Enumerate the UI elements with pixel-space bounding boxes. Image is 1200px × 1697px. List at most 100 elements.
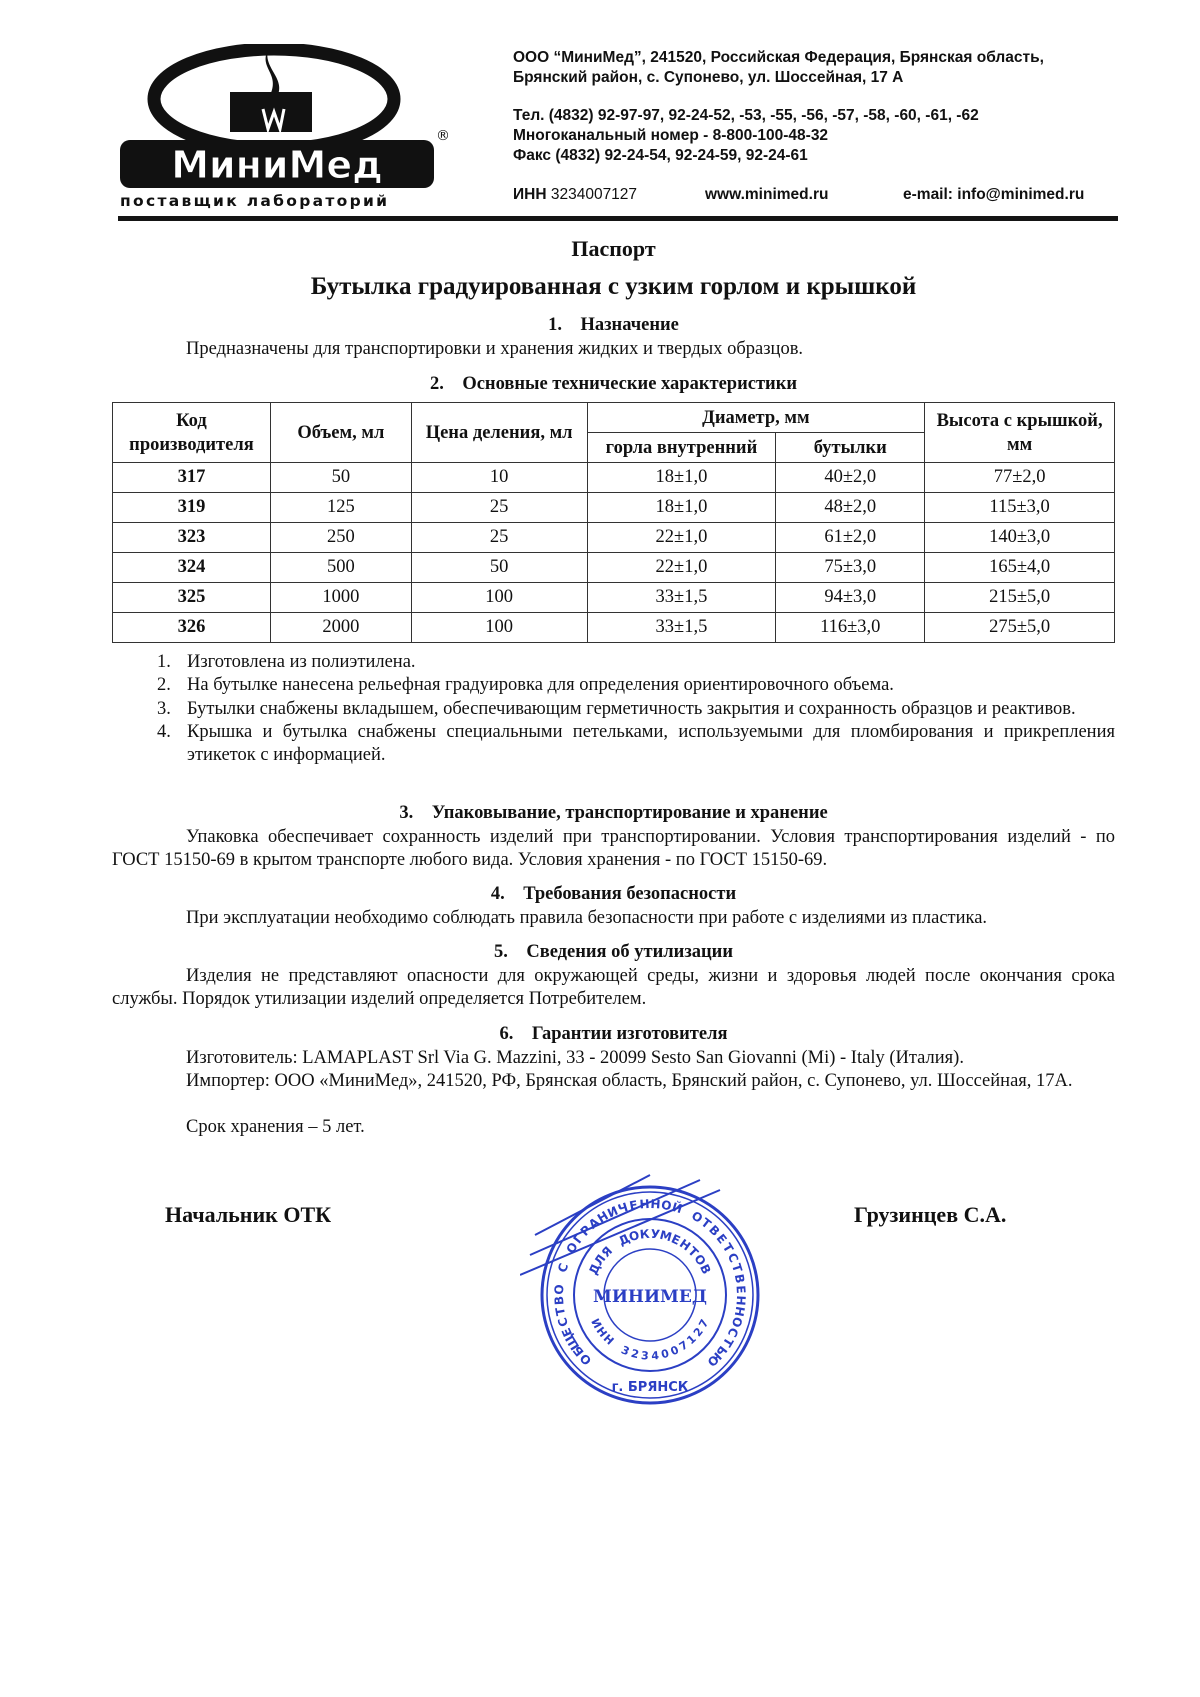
- section-1-text: Предназначены для транспортировки и хран…: [186, 339, 804, 359]
- cell-height: 140±3,0: [924, 522, 1115, 553]
- section-4-heading: 4. Требования безопасности: [112, 884, 1115, 905]
- cell-bottle-diameter: 116±3,0: [775, 612, 926, 643]
- notes-list: 1. Изготовлена из полиэтилена. 2. На бутылк…: [112, 651, 1115, 767]
- company-contacts: Тел. (4832) 92-97-97, 92-24-52, -53, -55…: [513, 106, 979, 166]
- section-title: Основные технические характеристики: [462, 374, 798, 394]
- phone-numbers: Тел. (4832) 92-97-97, 92-24-52, -53, -55…: [513, 107, 979, 124]
- cell-volume: 500: [269, 552, 412, 583]
- stamp-outer-letter: Н: [732, 1305, 748, 1317]
- cell-division: 100: [410, 582, 588, 613]
- signatory-position: Начальник ОТК: [165, 1202, 332, 1227]
- header-neck-diameter: горла внутренний: [586, 432, 777, 463]
- stamp-inner-letter: М: [658, 1228, 673, 1245]
- logo-wordmark: МиниМед: [171, 143, 383, 187]
- company-address: ООО “МиниМед”, 241520, Российская Федера…: [513, 48, 1044, 88]
- table-row: 326 2000 100 33±1,5 116±3,0 275±5,0: [112, 612, 1115, 643]
- section-5-text: Изделия не представляют опасности для ок…: [112, 966, 1115, 1010]
- stamp-outer-letter: В: [552, 1296, 567, 1306]
- section-number: 6.: [499, 1024, 514, 1044]
- header-code: Код производителя: [112, 402, 271, 463]
- header-volume: Объем, мл: [269, 402, 412, 463]
- stamp-inner-letter: У: [650, 1227, 660, 1242]
- stamp-inner-letter: К: [639, 1227, 650, 1242]
- cell-height: 215±5,0: [924, 582, 1115, 613]
- table-row: 319 125 25 18±1,0 48±2,0 115±3,0: [112, 492, 1115, 523]
- cell-division: 25: [410, 492, 588, 523]
- stamp-outer-letter: Й: [670, 1199, 684, 1216]
- section-title: Требования безопасности: [523, 884, 737, 904]
- stamp-outer-letter: Т: [553, 1305, 568, 1316]
- importer-info: Импортер: ООО «МиниМед», 241520, РФ, Бря…: [186, 1071, 1073, 1091]
- stamp-city-text: г. БРЯНСК: [612, 1380, 689, 1395]
- note-item: 1. Изготовлена из полиэтилена.: [112, 651, 1115, 674]
- document-title: Бутылка градуированная с узким горлом и …: [310, 273, 917, 300]
- cell-height: 165±4,0: [924, 552, 1115, 583]
- cell-bottle-diameter: 48±2,0: [775, 492, 926, 523]
- section-6-heading: 6. Гарантии изготовителя: [112, 1024, 1115, 1045]
- stamp-inn-letter: 4: [651, 1349, 660, 1363]
- company-logo: МиниМед ® поставщик лабораторий: [118, 42, 450, 210]
- section-number: 5.: [493, 942, 508, 962]
- section-2-heading: 2. Основные технические характеристики: [112, 374, 1115, 395]
- cell-height: 77±2,0: [924, 462, 1115, 493]
- section-title: Сведения об утилизации: [526, 942, 734, 962]
- registered-mark: ®: [436, 128, 448, 144]
- stamp-inn-letter: 2: [630, 1347, 641, 1361]
- inn-value: 3234007127: [550, 186, 638, 203]
- cell-division: 100: [410, 612, 588, 643]
- manufacturer-info: Изготовитель: LAMAPLAST Srl Via G. Mazzi…: [186, 1048, 964, 1068]
- cell-volume: 250: [269, 522, 412, 553]
- table-row: 324 500 50 22±1,0 75±3,0 165±4,0: [112, 552, 1115, 583]
- stamp-rings: [519, 1174, 760, 1405]
- cell-code: 324: [112, 552, 271, 583]
- inn-label: ИНН: [513, 186, 547, 203]
- fax-numbers: Факс (4832) 92-24-54, 92-24-59, 92-24-61: [513, 147, 808, 164]
- cell-code: 326: [112, 612, 271, 643]
- cell-bottle-diameter: 40±2,0: [775, 462, 926, 493]
- stamp-signature-strokes: [519, 1174, 721, 1276]
- cell-neck-diameter: 18±1,0: [586, 492, 777, 523]
- note-item: 2. На бутылке нанесена рельефная градуиро…: [112, 674, 1115, 697]
- note-text: Крышка и бутылка снабжены специальными п…: [187, 721, 1115, 766]
- email-link[interactable]: e-mail: info@minimed.ru: [903, 186, 1085, 203]
- section-5-heading: 5. Сведения об утилизации: [112, 942, 1115, 963]
- section-title: Назначение: [580, 315, 679, 335]
- shelf-life: Срок хранения – 5 лет.: [186, 1117, 365, 1137]
- cell-division: 25: [410, 522, 588, 553]
- multichannel-number: Многоканальный номер - 8-800-100-48-32: [513, 127, 829, 144]
- cell-neck-diameter: 18±1,0: [586, 462, 777, 493]
- stamp-inn-letter: 3: [641, 1349, 650, 1363]
- cell-height: 275±5,0: [924, 612, 1115, 643]
- table-row: 323 250 25 22±1,0 61±2,0 140±3,0: [112, 522, 1115, 553]
- section-number: 4.: [490, 884, 505, 904]
- header-division: Цена деления, мл: [410, 402, 588, 463]
- website-link[interactable]: www.minimed.ru: [705, 186, 829, 203]
- logo-tagline: поставщик лабораторий: [120, 192, 389, 210]
- stamp-outer-letter: Н: [639, 1197, 650, 1212]
- stamp-outer-letter: Е: [734, 1285, 748, 1294]
- stamp-center-text: МИНИМЕД: [593, 1287, 707, 1307]
- section-3-text: Упаковка обеспечивает сохранность издели…: [112, 827, 1115, 871]
- section-4-text: При эксплуатации необходимо соблюдать пр…: [186, 908, 988, 928]
- cell-bottle-diameter: 61±2,0: [775, 522, 926, 553]
- cell-code: 319: [112, 492, 271, 523]
- stamp-outer-letter: Н: [650, 1197, 661, 1212]
- header-diameter: Диаметр, мм: [586, 402, 926, 433]
- note-text: Изготовлена из полиэтилена.: [187, 652, 416, 672]
- signatory-name: Грузинцев С.А.: [854, 1202, 1007, 1227]
- note-text: На бутылке нанесена рельефная градуировк…: [187, 675, 894, 696]
- cell-code: 317: [112, 462, 271, 493]
- header-bottle-diameter: бутылки: [775, 432, 926, 463]
- inn: ИНН 3234007127: [513, 185, 637, 205]
- cell-volume: 1000: [269, 582, 412, 613]
- stamp-outer-letter: Н: [734, 1295, 749, 1306]
- header-height: Высота с крышкой, мм: [924, 402, 1115, 463]
- stamp-outer-letter: Ч: [616, 1200, 629, 1216]
- stamp-inn-letter: 0: [660, 1347, 671, 1362]
- cell-bottle-diameter: 94±3,0: [775, 582, 926, 613]
- section-title: Упаковывание, транспортирование и хранен…: [431, 803, 828, 823]
- cell-height: 115±3,0: [924, 492, 1115, 523]
- note-number: 2.: [157, 675, 171, 696]
